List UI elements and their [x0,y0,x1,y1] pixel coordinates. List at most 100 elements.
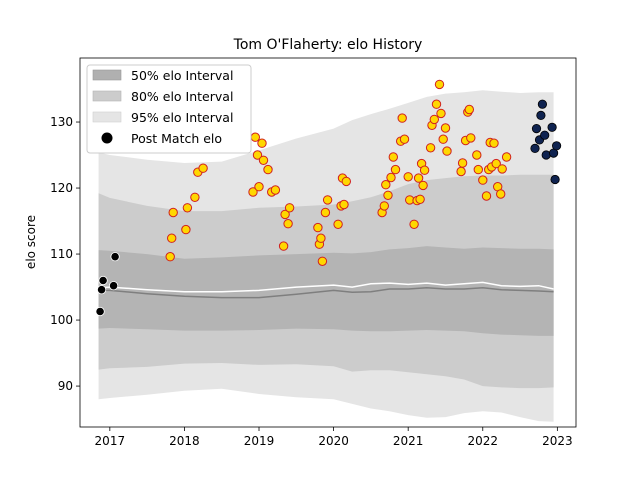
legend-swatch-50 [92,69,122,81]
chart-title: Tom O'Flaherty: elo History [233,37,423,53]
data-point [456,166,466,177]
x-tick-label: 2017 [95,434,126,448]
data-point [182,203,193,213]
data-point [418,180,428,191]
y-tick-label: 90 [58,379,73,393]
elo-interval-bands [98,90,554,422]
data-point [333,219,343,230]
data-point [413,173,424,183]
data-point [341,176,351,187]
data-point [109,281,119,291]
legend-label-95: 95% elo Interval [131,110,233,125]
data-point [280,209,290,220]
data-point [429,114,439,125]
data-point [472,150,482,160]
x-tick-label: 2020 [318,434,349,448]
data-point [409,219,419,230]
data-point [531,124,542,134]
data-point [317,256,328,266]
data-point [198,163,208,173]
data-point [283,219,293,229]
data-point [536,110,546,121]
legend-swatch-80 [92,90,122,102]
data-point [466,133,476,143]
y-axis: 90 100 110 120 130 [50,115,80,393]
data-point [540,130,550,140]
data-point [257,138,267,148]
data-point [270,185,281,195]
data-point [254,182,264,192]
data-point [167,233,177,243]
data-point [388,152,398,162]
mean-line [98,281,554,293]
data-point [489,138,499,148]
data-point [339,199,349,210]
legend-label-50: 50% elo Interval [131,68,233,83]
legend-entry-80: 80% elo Interval [92,89,233,104]
data-point [320,207,331,218]
y-tick-label: 100 [50,313,73,327]
data-point [313,222,323,233]
data-point [442,146,452,156]
data-point [248,187,258,197]
data-point [379,201,389,211]
data-point [403,172,413,182]
legend-label-80: 80% elo Interval [131,89,233,104]
data-point [278,241,289,251]
y-tick-label: 110 [50,247,73,261]
legend-entry-95: 95% elo Interval [92,110,233,125]
data-point [95,306,105,317]
data-point [415,194,425,205]
data-point [551,141,562,151]
x-tick-label: 2023 [542,434,573,448]
data-point [190,192,200,203]
data-point [478,175,488,185]
x-axis: 2017 2018 2019 2020 2021 2022 2023 [95,427,573,448]
legend-box [86,64,252,154]
data-point [399,134,410,144]
data-point [457,158,468,168]
y-tick-label: 130 [50,115,73,129]
data-point [550,174,560,185]
legend: 50% elo Interval 80% elo Interval 95% el… [86,64,252,154]
data-point [250,132,261,142]
median-line [98,286,554,299]
data-point [436,108,446,119]
data-point [537,99,548,109]
data-point [438,134,448,144]
data-point [316,233,326,243]
data-point [98,275,108,286]
plot-frame [79,57,577,428]
legend-label-post-match: Post Match elo [131,131,222,146]
post-match-points [95,79,562,317]
data-point [496,189,506,199]
y-axis-label: elo score [24,215,38,269]
data-point [390,164,401,175]
x-tick-label: 2022 [467,434,498,448]
data-point [168,207,178,218]
data-point [464,104,474,115]
x-tick-label: 2018 [169,434,200,448]
legend-entry-post-match: Post Match elo [101,131,222,146]
data-point [473,164,483,175]
data-point [491,158,501,169]
data-point [397,113,407,123]
data-point [497,164,507,174]
data-point [258,155,269,166]
x-tick-label: 2021 [393,434,424,448]
data-point [386,172,396,183]
data-point [322,195,333,205]
data-point [97,285,107,295]
data-point [530,143,540,153]
data-point [431,99,442,109]
data-point [434,79,445,90]
data-point [181,224,191,235]
data-point [425,143,436,153]
x-tick-label: 2019 [244,434,275,448]
legend-swatch-95 [92,111,122,123]
data-point [284,203,295,213]
data-point [547,122,557,132]
y-tick-label: 120 [50,181,73,195]
data-point [383,190,393,201]
